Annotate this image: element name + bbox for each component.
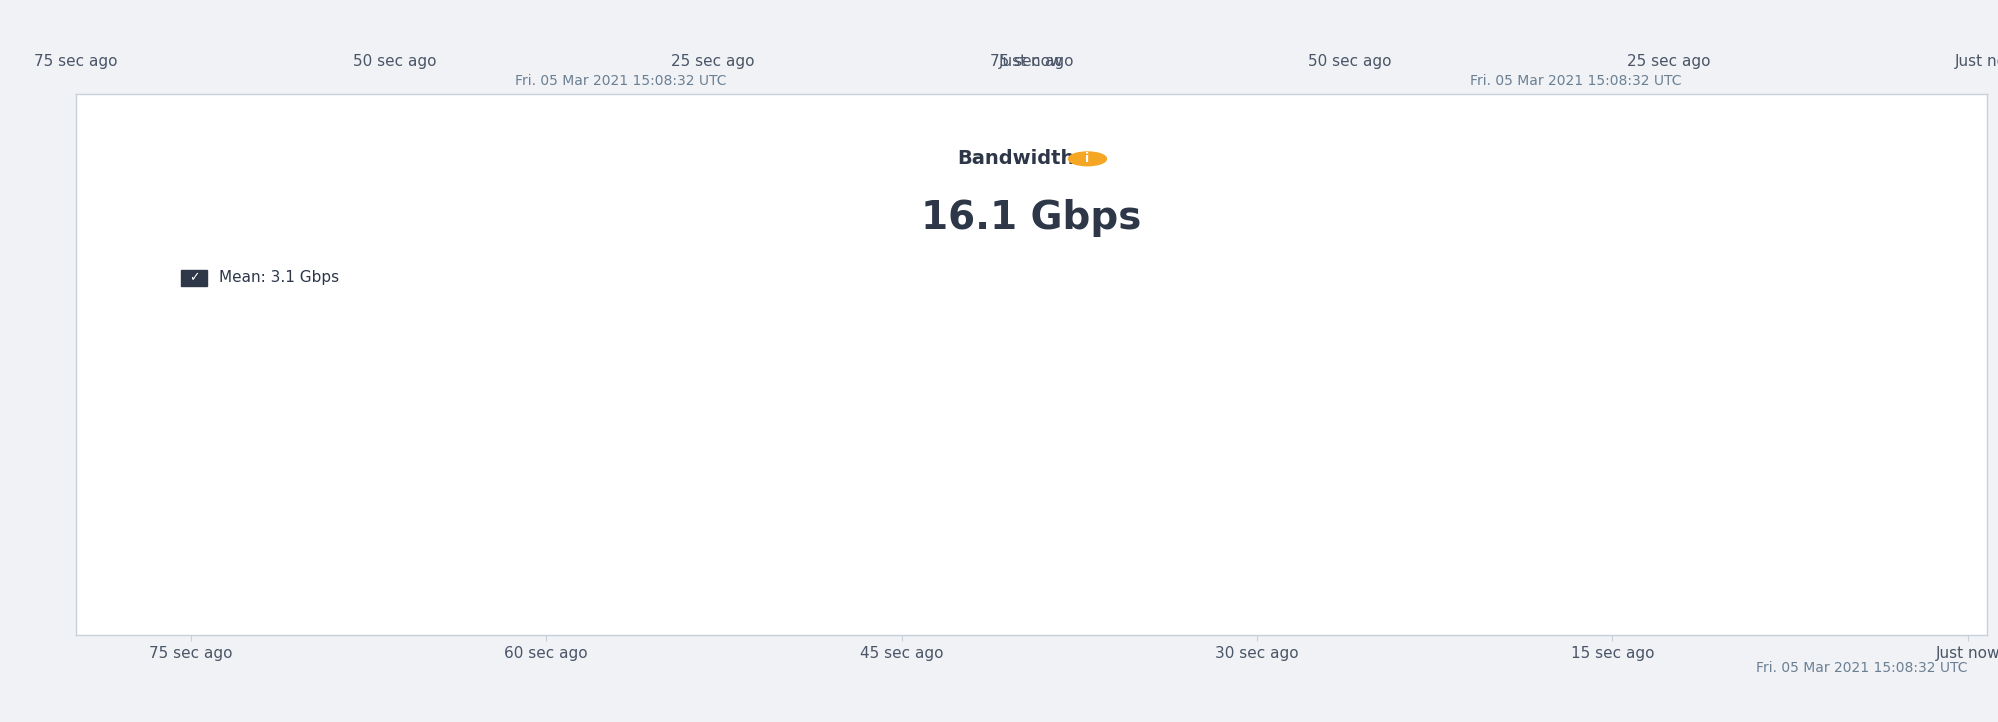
Text: 50 sec ago: 50 sec ago [1307,54,1391,69]
FancyBboxPatch shape [182,270,208,286]
Text: ✓: ✓ [188,271,200,284]
Text: 25 sec ago: 25 sec ago [671,54,755,69]
Text: Mean: 3.1 Gbps: Mean: 3.1 Gbps [220,271,340,285]
Text: Fri. 05 Mar 2021 15:08:32 UTC: Fri. 05 Mar 2021 15:08:32 UTC [1471,74,1680,88]
Text: Bandwidth: Bandwidth [957,149,1073,168]
Text: 50 sec ago: 50 sec ago [352,54,436,69]
Text: 75 sec ago: 75 sec ago [989,54,1073,69]
Circle shape [1067,152,1107,166]
Text: Just now: Just now [999,54,1063,69]
Text: Fri. 05 Mar 2021 15:08:32 UTC: Fri. 05 Mar 2021 15:08:32 UTC [1756,661,1966,675]
Text: Fri. 05 Mar 2021 15:08:32 UTC: Fri. 05 Mar 2021 15:08:32 UTC [515,74,725,88]
Text: Just now: Just now [1954,54,1998,69]
Text: 16.1 Gbps: 16.1 Gbps [921,199,1141,238]
Text: 25 sec ago: 25 sec ago [1626,54,1710,69]
Text: 75 sec ago: 75 sec ago [34,54,118,69]
Text: i: i [1085,152,1089,165]
